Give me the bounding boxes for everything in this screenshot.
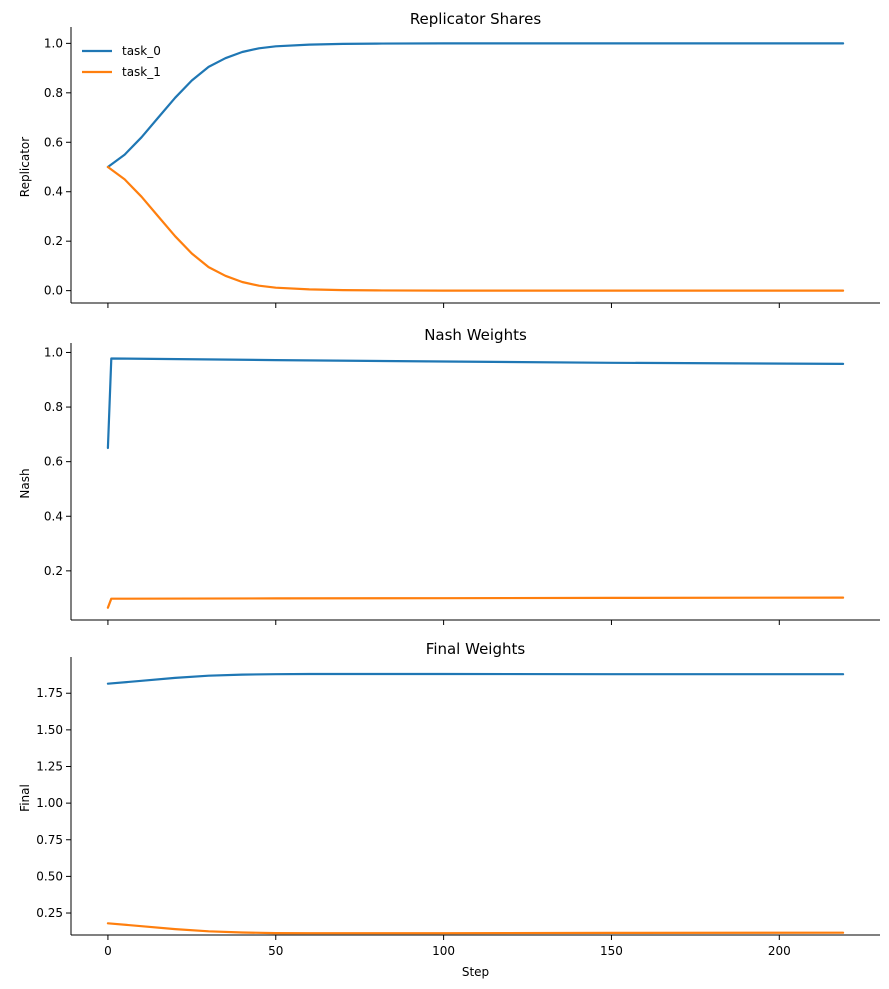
y-tick-label: 0.6 [44,135,63,149]
y-tick-label: 1.25 [36,759,63,773]
y-tick-label: 1.0 [44,36,63,50]
x-tick-label: 150 [600,944,623,958]
subplot-title: Final Weights [426,640,526,658]
subplot-title: Nash Weights [424,326,527,344]
x-axis-label: Step [462,965,489,979]
y-axis-label: Final [18,784,32,812]
x-tick-label: 100 [432,944,455,958]
y-tick-label: 1.0 [44,345,63,359]
legend: task_0 task_1 [82,44,161,79]
y-tick-label: 1.00 [36,796,63,810]
series-line-task-0 [106,672,845,685]
y-tick-label: 0.4 [44,185,63,199]
y-tick-label: 0.6 [44,455,63,469]
y-tick-label: 0.25 [36,906,63,920]
subplot-1: Replicator Shares 0.0 0.2 0.4 0.6 0.8 1.0 Repli… [18,10,880,308]
y-tick-label: 0.4 [44,509,63,523]
y-tick-label: 0.8 [44,86,63,100]
subplot-3: Final Weights 0.25 0.50 0.75 1.00 1.25 1.50 1.7… [18,640,880,979]
y-tick-label: 0.0 [44,284,63,298]
series-line-task-0 [106,42,845,169]
series-line-task-1 [106,922,845,935]
subplot-2: Nash Weights 0.2 0.4 0.6 0.8 1.0 Nash [18,326,880,625]
y-tick-label: 0.50 [36,869,63,883]
y-axis-label: Replicator [18,137,32,197]
x-tick-label: 200 [768,944,791,958]
y-tick-label: 0.2 [44,564,63,578]
y-tick-label: 0.8 [44,400,63,414]
y-tick-label: 0.75 [36,833,63,847]
subplot-title: Replicator Shares [410,10,542,28]
x-tick-label: 50 [268,944,283,958]
series-line-task-1 [106,165,845,292]
legend-label: task_1 [122,65,161,79]
legend-label: task_0 [122,44,161,58]
series-line-task-1 [106,596,845,609]
x-tick-label: 0 [104,944,112,958]
y-axis-label: Nash [18,468,32,498]
series-line-task-0 [106,357,845,450]
y-tick-label: 1.50 [36,723,63,737]
y-tick-label: 0.2 [44,234,63,248]
y-tick-label: 1.75 [36,686,63,700]
